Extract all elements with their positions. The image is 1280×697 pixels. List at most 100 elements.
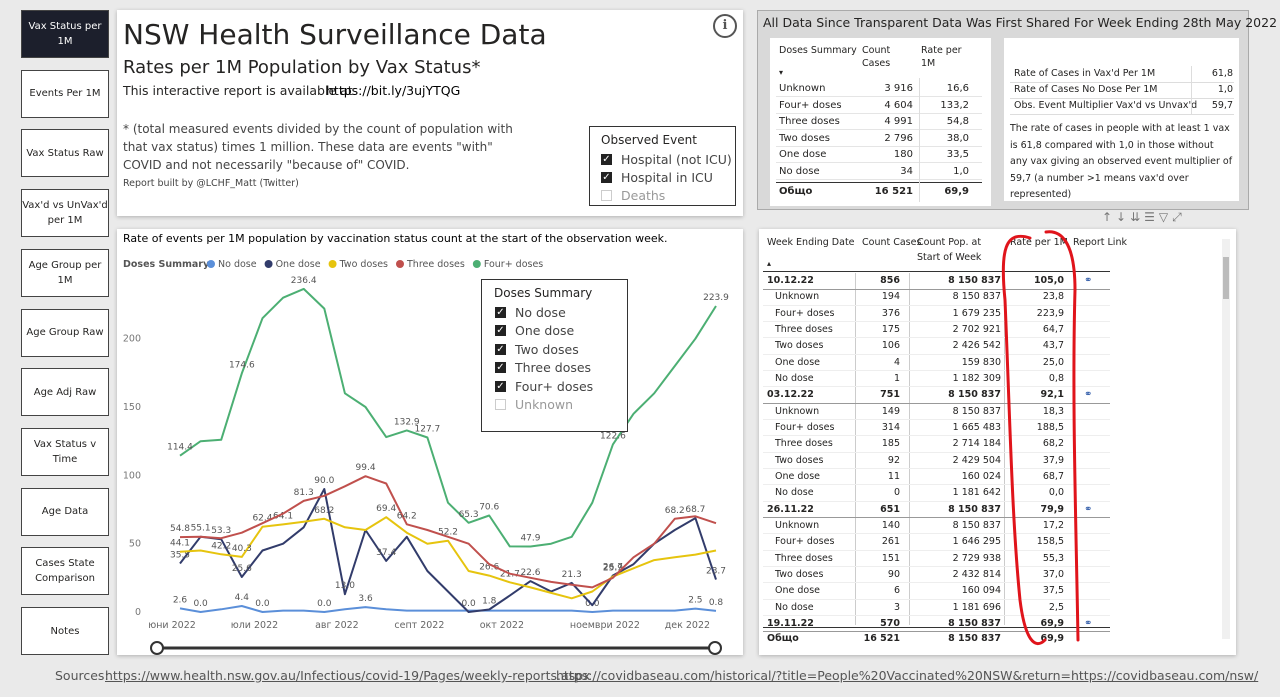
weekly-cell: 188,5 <box>1036 421 1064 433</box>
nav-button[interactable]: Vax Status per 1M <box>21 10 109 58</box>
weekly-cell: 2 702 921 <box>952 323 1001 335</box>
observed-event: Observed Event ✓ Hospital (not ICU) ✓ Hospit… <box>589 126 736 206</box>
weekly-cell: 79,9 <box>1040 503 1064 515</box>
row-line <box>763 370 1110 372</box>
checkbox[interactable]: ✓ <box>495 325 506 337</box>
nav-button[interactable]: Age Group per 1M <box>21 248 109 297</box>
slicer-item[interactable]: Four+ doses <box>515 378 594 394</box>
weekly-header: Count Cases <box>862 237 922 248</box>
report-link[interactable]: ⚭ <box>1084 503 1093 515</box>
weekly-cell: 175 <box>881 323 900 335</box>
note: * (total measured events divided by the … <box>123 122 513 172</box>
report-link[interactable]: ⚭ <box>1084 617 1093 629</box>
weekly-cell: 1 665 483 <box>952 421 1001 433</box>
nav-button[interactable]: Age Group Raw <box>21 308 109 357</box>
nav-button[interactable]: Events Per 1M <box>21 69 109 118</box>
summary-cell: 16,6 <box>946 83 969 94</box>
observed-event-item[interactable]: Deaths <box>621 188 666 203</box>
checkbox[interactable] <box>601 190 612 201</box>
scroll-thumb[interactable] <box>1223 257 1229 299</box>
observed-event-item[interactable]: Hospital in ICU <box>621 170 713 185</box>
weekly-cell: 1 679 235 <box>952 307 1001 319</box>
data-label: 37.4 <box>376 548 396 558</box>
visual-toolbar[interactable]: ↑↓⇊☰▽⤢ <box>1102 210 1186 224</box>
weekly-cell: 0,0 <box>1048 487 1064 499</box>
weekly-cell: 90 <box>887 568 900 580</box>
nav-button[interactable]: Vax'd vs UnVax'd per 1M <box>21 189 109 238</box>
checkbox[interactable]: ✓ <box>495 307 506 318</box>
weekly-cell: 1 182 309 <box>952 372 1001 384</box>
scrollbar[interactable] <box>1222 239 1230 639</box>
weekly-cell: Three doses <box>775 438 833 450</box>
sort-arrow: ▾ <box>779 68 784 77</box>
source-link[interactable]: https://covidbaseau.com/historical/?titl… <box>556 668 1259 683</box>
weekly-cell: 160 024 <box>961 470 1001 482</box>
data-label: 1.8 <box>482 597 497 607</box>
weekly-cell: No dose <box>775 487 814 499</box>
nav-button[interactable]: Age Data <box>21 487 109 536</box>
row-line <box>763 419 1110 421</box>
row-line <box>763 500 1110 502</box>
weekly-cell: 8 150 837 <box>948 617 1001 629</box>
checkbox[interactable]: ✓ <box>601 172 612 183</box>
observed-event-item[interactable]: Hospital (not ICU) <box>621 152 732 167</box>
info-icon[interactable]: i <box>713 14 737 38</box>
weekly-cell: 1 646 295 <box>952 536 1001 548</box>
slider-handle <box>708 641 722 655</box>
header-line <box>763 271 1110 272</box>
slicer-title: Doses Summary <box>494 286 593 300</box>
weekly-cell: 10.12.22 <box>767 275 814 286</box>
checkbox[interactable] <box>495 399 506 410</box>
weekly-header: Week Ending Date <box>767 237 855 248</box>
link[interactable]: https://bit.ly/3ujYTQG <box>326 83 461 98</box>
data-label: 114.4 <box>167 443 193 453</box>
weekly-cell: One dose <box>775 356 820 368</box>
metric-label: Obs. Event Multiplier Vax'd vs Unvax'd <box>1014 100 1198 111</box>
weekly-table: Week Ending Date Count Cases Count Pop. at… <box>759 229 1236 655</box>
data-label: 69.4 <box>376 504 396 514</box>
weekly-cell: Unknown <box>775 405 820 417</box>
weekly-cell: 8 150 837 <box>952 519 1001 531</box>
nav-button[interactable]: Age Adj Raw <box>21 368 109 417</box>
summary-cell: 54,8 <box>946 116 969 128</box>
source-link[interactable]: https://www.health.nsw.gov.au/Infectious… <box>105 668 591 683</box>
weekly-cell: 3 <box>893 601 900 613</box>
checkbox[interactable]: ✓ <box>495 380 506 392</box>
weekly-cell: Two doses <box>775 568 824 580</box>
weekly-cell: 160 094 <box>961 585 1001 597</box>
row-line <box>776 96 982 97</box>
weekly-cell: 18,3 <box>1042 405 1064 417</box>
row-line <box>776 162 982 164</box>
nav-button[interactable]: Vax Status v Time <box>21 427 109 476</box>
checkbox[interactable]: ✓ <box>495 343 506 355</box>
slicer-item[interactable]: Three doses <box>515 360 592 376</box>
nav-button[interactable]: Vax Status Raw <box>21 129 109 178</box>
summary-cell: 16 521 <box>874 186 913 197</box>
row-line <box>763 598 1110 600</box>
slicer-item[interactable]: No dose <box>515 305 566 320</box>
nav-button[interactable]: Notes <box>21 607 109 655</box>
y-tick-label: 150 <box>123 402 141 413</box>
sort-arrow: ▴ <box>767 259 772 268</box>
legend-label: One dose <box>276 259 321 270</box>
weekly-cell: 159 830 <box>961 356 1001 368</box>
slicer-item[interactable]: Two doses <box>515 341 579 357</box>
data-label: 223.9 <box>703 293 729 303</box>
checkbox[interactable]: ✓ <box>495 362 506 374</box>
weekly-cell: 0,8 <box>1048 372 1064 384</box>
report-link[interactable]: ⚭ <box>1084 275 1093 286</box>
slicer-item[interactable]: One dose <box>515 323 575 339</box>
data-label: 2.6 <box>173 595 188 605</box>
nav-button[interactable]: Cases State Comparison <box>21 547 109 596</box>
checkbox[interactable]: ✓ <box>601 154 612 165</box>
x-tick-label: юли 2022 <box>231 620 278 631</box>
weekly-header: Report Link <box>1073 237 1127 248</box>
data-label: 99.4 <box>356 463 376 473</box>
data-label: 13.0 <box>335 581 355 591</box>
summary-cell: Two doses <box>779 132 830 144</box>
slicer-item[interactable]: Unknown <box>515 397 574 412</box>
summary-cell: Four+ doses <box>779 99 842 111</box>
data-label: 2.5 <box>688 596 702 606</box>
report-link[interactable]: ⚭ <box>1084 389 1093 401</box>
row-line <box>763 321 1110 323</box>
